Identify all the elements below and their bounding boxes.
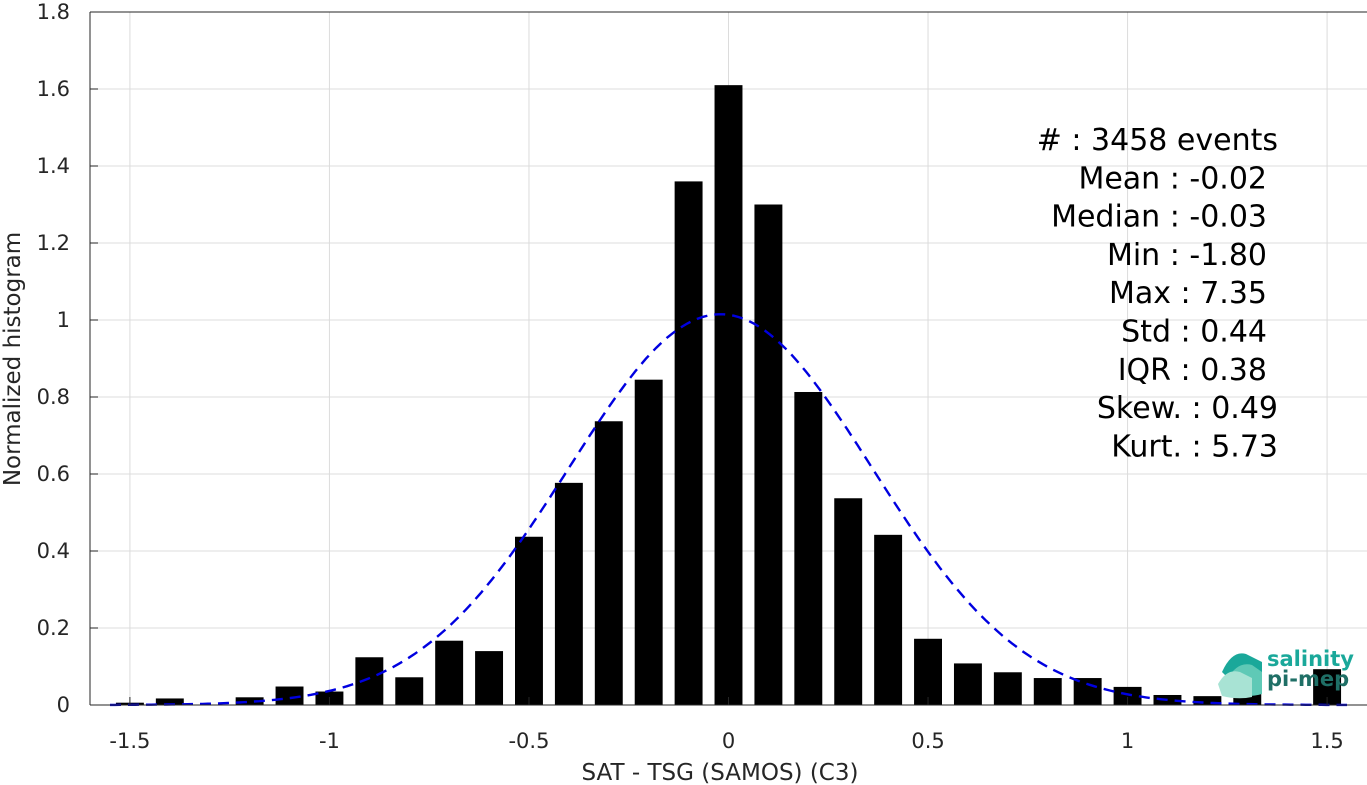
histogram-bar: [275, 686, 304, 705]
y-axis-label: Normalized histogram: [0, 232, 26, 486]
y-tick-label: 1.8: [37, 0, 70, 24]
gaussian-fit-curve: [110, 313, 1347, 707]
y-tick-label: 0.4: [37, 539, 70, 563]
histogram-bar: [594, 421, 623, 705]
histogram-bar: [235, 697, 264, 705]
stat-line: Std : 0.44: [1121, 315, 1267, 350]
x-tick-label: -0.5: [508, 729, 549, 753]
x-tick-label: 1: [1121, 729, 1134, 753]
logo-line2: pi-mep: [1267, 667, 1349, 691]
x-axis-ticks: -1.5 -1 -0.5 0 0.5 1 1.5: [109, 697, 1344, 753]
y-tick-label: 0.8: [37, 385, 70, 409]
histogram-bar: [1193, 696, 1222, 705]
logo-line1: salinity: [1267, 647, 1354, 671]
stat-line: IQR : 0.38: [1118, 353, 1267, 388]
histogram-bar: [993, 672, 1022, 705]
stat-line: Min : -1.80: [1107, 238, 1267, 273]
logo-wave-icon: [1218, 653, 1262, 699]
histogram-bar: [1033, 678, 1062, 705]
y-tick-label: 1.6: [37, 77, 70, 101]
stat-line: Skew. : 0.49: [1097, 391, 1278, 426]
x-tick-label: -1: [319, 729, 340, 753]
histogram-bar: [874, 534, 903, 705]
stat-line: Median : -0.03: [1051, 200, 1267, 235]
histogram-bar: [794, 391, 823, 705]
histogram-bar: [634, 379, 663, 705]
x-axis-label: SAT - TSG (SAMOS) (C3): [582, 760, 859, 785]
x-tick-label: 0: [722, 729, 735, 753]
histogram-bar: [395, 677, 424, 705]
y-axis-ticks: 0 0.2 0.4 0.6 0.8 1 1.2 1.4 1.6 1.8: [37, 0, 98, 717]
histogram-bar: [1073, 678, 1102, 705]
histogram-bar: [754, 204, 783, 705]
stat-line: Kurt. : 5.73: [1111, 429, 1278, 464]
histogram-bar: [515, 536, 543, 705]
y-tick-label: 0.6: [37, 462, 70, 486]
x-tick-label: 0.5: [911, 729, 944, 753]
stat-line: Max : 7.35: [1109, 276, 1267, 311]
y-tick-label: 0.2: [37, 616, 70, 640]
y-tick-label: 1.2: [37, 231, 70, 255]
x-tick-label: 1.5: [1310, 729, 1343, 753]
histogram-bar: [714, 85, 743, 705]
histogram-bar: [674, 181, 703, 705]
salinity-pi-mep-logo: salinity pi-mep: [1218, 647, 1354, 699]
stat-line: # : 3458 events: [1037, 123, 1278, 158]
y-tick-label: 0: [57, 693, 70, 717]
stat-line: Mean : -0.02: [1078, 161, 1267, 196]
histogram-bar: [953, 663, 982, 705]
histogram-bar: [1113, 686, 1142, 705]
histogram-bar: [155, 698, 184, 705]
histogram-bar: [1233, 693, 1262, 705]
histogram-bar: [834, 498, 863, 705]
histogram-bar: [475, 651, 504, 705]
histogram-bar: [435, 640, 464, 705]
histogram-bar: [554, 482, 583, 705]
y-tick-label: 1: [57, 308, 70, 332]
y-tick-label: 1.4: [37, 154, 70, 178]
histogram-bar: [914, 638, 942, 705]
x-tick-label: -1.5: [109, 729, 150, 753]
